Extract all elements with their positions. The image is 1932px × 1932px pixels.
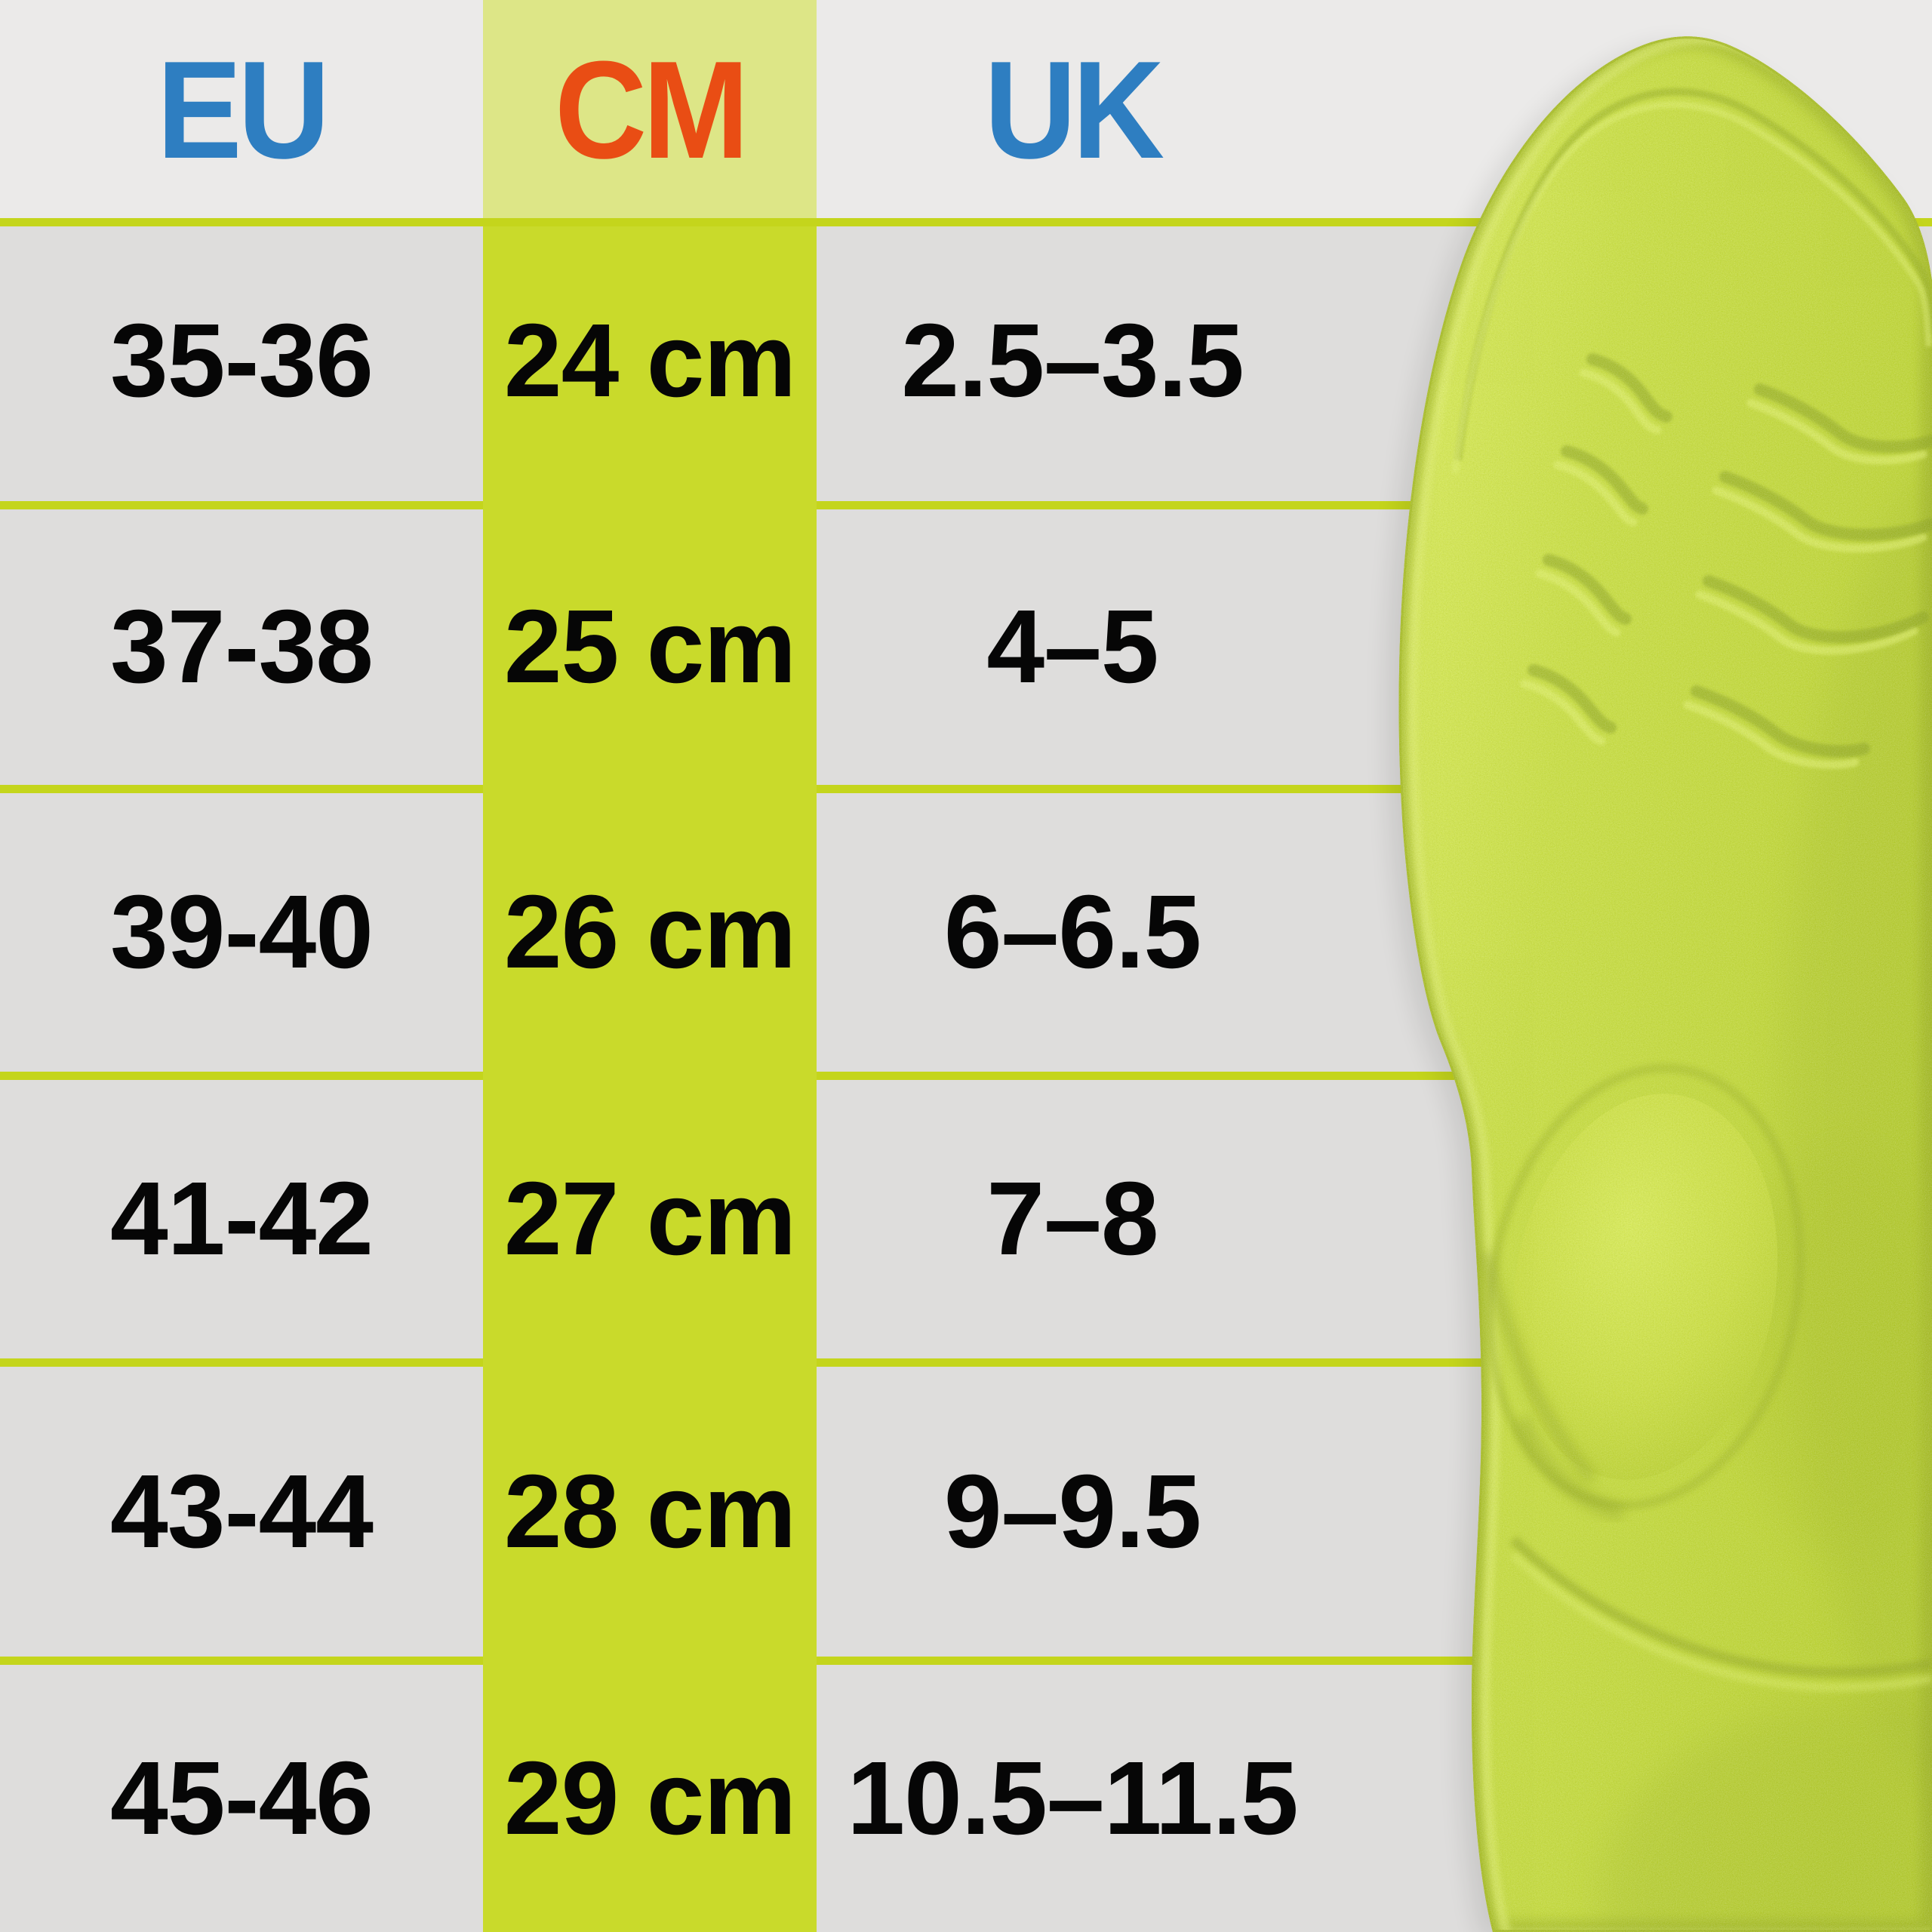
cm-size-cell: 28 cm	[503, 1453, 796, 1570]
row-divider	[0, 1072, 1932, 1080]
column-header-cm: CM	[483, 0, 817, 219]
table-row: 41-42 27 cm 7–8	[0, 1080, 1932, 1358]
eu-size-cell: 37-38	[110, 589, 374, 705]
eu-size-cell: 43-44	[110, 1453, 374, 1570]
uk-size-cell: 2.5–3.5	[901, 303, 1244, 419]
cm-size-cell: 26 cm	[503, 874, 796, 990]
table-row: 43-44 28 cm 9–9.5	[0, 1367, 1932, 1657]
header-divider	[0, 218, 1932, 226]
cm-size-cell: 29 cm	[503, 1740, 796, 1857]
eu-size-cell: 45-46	[110, 1740, 374, 1857]
uk-size-cell: 4–5	[986, 589, 1158, 705]
cm-size-cell: 24 cm	[503, 303, 796, 419]
row-divider	[0, 1358, 1932, 1367]
eu-size-cell: 35-36	[110, 303, 374, 419]
cm-size-cell: 25 cm	[503, 589, 796, 705]
column-header-uk: UK	[817, 0, 1328, 219]
row-divider	[0, 1657, 1932, 1665]
table-row: 45-46 29 cm 10.5–11.5	[0, 1665, 1932, 1932]
table-row: 39-40 26 cm 6–6.5	[0, 793, 1932, 1072]
table-row: 37-38 25 cm 4–5	[0, 509, 1932, 785]
uk-size-cell: 9–9.5	[943, 1453, 1201, 1570]
eu-size-cell: 41-42	[110, 1161, 374, 1277]
cm-column-header-highlight	[483, 0, 817, 221]
column-header-eu: EU	[0, 0, 483, 219]
cm-size-cell: 27 cm	[503, 1161, 796, 1277]
uk-size-cell: 7–8	[986, 1161, 1158, 1277]
cm-column-highlight	[483, 221, 817, 1932]
column-header-eu-label: EU	[156, 32, 331, 187]
column-header-uk-label: UK	[984, 32, 1164, 187]
row-divider	[0, 501, 1932, 509]
uk-size-cell: 10.5–11.5	[847, 1740, 1298, 1857]
column-header-cm-label: CM	[554, 32, 749, 187]
eu-size-cell: 39-40	[110, 874, 374, 990]
table-row: 35-36 24 cm 2.5–3.5	[0, 221, 1932, 501]
uk-size-cell: 6–6.5	[943, 874, 1201, 990]
row-divider	[0, 785, 1932, 793]
